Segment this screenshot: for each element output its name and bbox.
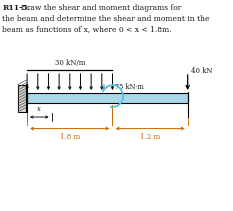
Text: 75 kN·m: 75 kN·m [114, 83, 143, 91]
Text: 40 kN: 40 kN [191, 67, 213, 75]
Text: 1.2 m: 1.2 m [140, 133, 160, 141]
Text: R11-5.: R11-5. [2, 4, 31, 12]
Text: the beam and determine the shear and moment in the: the beam and determine the shear and mom… [2, 15, 210, 23]
Text: Draw the shear and moment diagrams for: Draw the shear and moment diagrams for [16, 4, 182, 12]
Text: x: x [37, 105, 41, 113]
Bar [18, 85, 27, 112]
Bar [27, 93, 188, 103]
Text: 30 kN/m: 30 kN/m [55, 59, 86, 67]
Text: beam as functions of x, where 0 < x < 1.8m.: beam as functions of x, where 0 < x < 1.… [2, 26, 172, 34]
Text: 1.8 m: 1.8 m [60, 133, 80, 141]
